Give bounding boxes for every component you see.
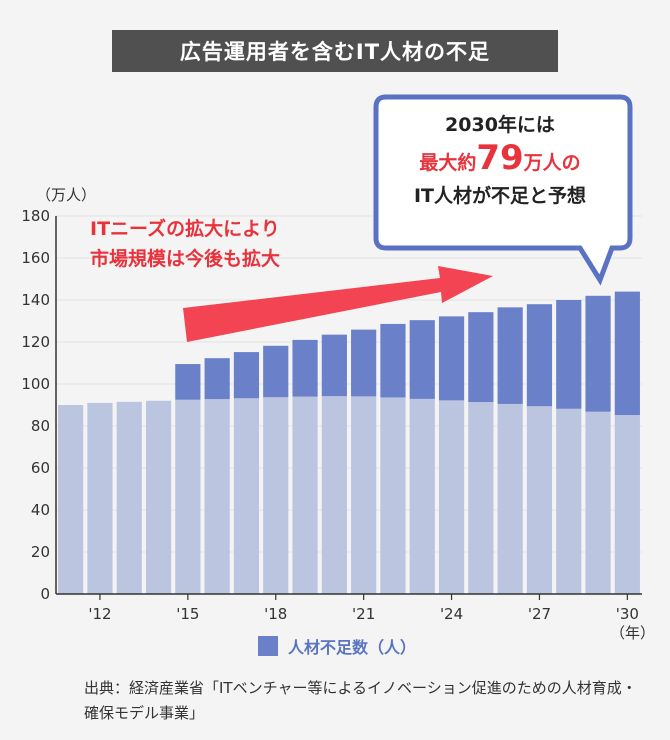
- y-tick-label: 60: [31, 459, 50, 477]
- annotation-line2: 市場規模は今後も拡大: [90, 248, 281, 270]
- shortage-bar: [233, 352, 260, 399]
- base-bar: [321, 396, 347, 594]
- base-bar: [468, 402, 494, 594]
- chart-title: 広告運用者を含むIT人材の不足: [112, 30, 558, 72]
- base-bar: [614, 415, 640, 594]
- legend: 人材不足数（人）: [258, 634, 416, 658]
- y-tick-label: 20: [31, 543, 50, 561]
- shortage-bar: [556, 300, 582, 409]
- x-tick-label: '12: [88, 605, 111, 623]
- y-tick-label: 0: [40, 585, 50, 603]
- y-tick-label: 100: [21, 375, 50, 393]
- legend-swatch: [258, 636, 278, 656]
- base-bar: [204, 399, 230, 594]
- shortage-bar: [175, 364, 201, 400]
- x-unit-label: （年）: [610, 624, 655, 642]
- y-tick-labels: 0 20 40 60 80 100 120 140 160 180: [21, 207, 50, 603]
- callout-text: 2030年には 最大約79万人の IT人材が不足と予想: [376, 110, 624, 211]
- shortage-bar: [409, 320, 435, 399]
- x-tick-label: '30: [616, 605, 639, 623]
- x-tick-label: '24: [440, 605, 463, 623]
- callout-prefix: 最大約: [419, 152, 477, 174]
- y-tick-label: 160: [21, 249, 50, 267]
- y-tick-label: 180: [21, 207, 50, 225]
- shortage-bar: [321, 334, 347, 397]
- base-bar: [351, 396, 377, 594]
- base-bar: [87, 402, 113, 594]
- legend-label: 人材不足数（人）: [288, 638, 417, 657]
- growth-annotation: ITニーズの拡大により 市場規模は今後も拡大: [90, 214, 280, 274]
- callout-bubble: [373, 94, 633, 286]
- shortage-bar: [380, 323, 406, 398]
- x-tick-label: '18: [264, 605, 287, 623]
- x-tick-label: '21: [352, 605, 375, 623]
- bars: [58, 291, 640, 594]
- shortage-bar: [292, 339, 318, 397]
- base-bar: [585, 411, 611, 594]
- shortage-bar: [614, 291, 640, 416]
- y-tick-label: 40: [31, 501, 50, 519]
- base-bar: [145, 400, 172, 594]
- callout-suffix: 万人の: [523, 152, 581, 174]
- base-bar: [175, 399, 201, 594]
- base-bar: [497, 403, 523, 594]
- shortage-bar: [585, 295, 611, 412]
- base-bar: [556, 408, 582, 594]
- callout-line1: 2030年には: [445, 114, 555, 136]
- base-bar: [526, 406, 553, 594]
- y-tick-label: 80: [31, 417, 50, 435]
- base-bar: [233, 398, 260, 594]
- base-bar: [409, 398, 435, 594]
- callout-number: 79: [476, 138, 524, 178]
- base-bar: [116, 401, 142, 594]
- x-tick-label: '15: [176, 605, 199, 623]
- shortage-bar: [263, 345, 289, 398]
- shortage-bar: [438, 316, 465, 401]
- callout-line2: 最大約79万人の: [376, 140, 624, 181]
- base-bar: [58, 405, 84, 594]
- base-bar: [263, 397, 289, 594]
- callout-line3: IT人材が不足と予想: [413, 185, 587, 207]
- annotation-line1: ITニーズの拡大により: [90, 218, 280, 240]
- y-tick-label: 140: [21, 291, 50, 309]
- shortage-bar: [351, 329, 377, 397]
- y-tick-label: 120: [21, 333, 50, 351]
- base-bar: [380, 397, 406, 594]
- growth-arrow: [183, 266, 493, 342]
- shortage-bar: [497, 307, 523, 404]
- x-tick-label: '27: [528, 605, 551, 623]
- shortage-bar: [204, 358, 230, 400]
- x-tick-labels: '12 '15 '18 '21 '24 '27 '30: [88, 605, 639, 623]
- shortage-bar: [468, 312, 494, 403]
- source-note: 出典：経済産業省「ITベンチャー等によるイノベーション促進のための人材育成・確保…: [84, 679, 637, 722]
- shortage-bar: [526, 304, 553, 407]
- y-unit-label: （万人）: [36, 186, 96, 204]
- base-bar: [292, 396, 318, 594]
- axes: [55, 216, 642, 600]
- base-bar: [438, 400, 465, 594]
